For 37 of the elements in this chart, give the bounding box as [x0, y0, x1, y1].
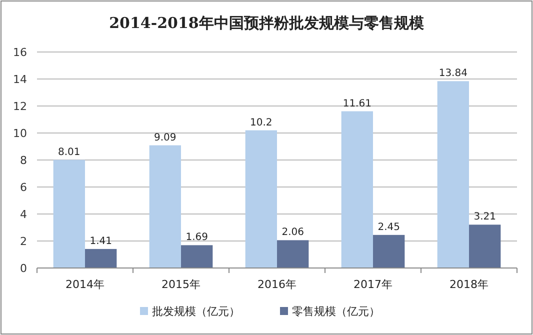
y-tick-label: 6 [20, 181, 27, 194]
data-label: 13.84 [438, 68, 468, 80]
x-tick-label: 2017年 [354, 278, 392, 291]
y-tick-label: 8 [20, 154, 27, 167]
y-tick-label: 14 [13, 73, 27, 86]
y-tick-label: 16 [13, 46, 27, 59]
data-label: 9.09 [154, 132, 176, 144]
bar [85, 248, 117, 268]
bar [341, 111, 373, 268]
bar [53, 160, 85, 268]
x-tick-label: 2018年 [450, 278, 488, 291]
data-label: 2.06 [282, 227, 304, 238]
bar [437, 81, 469, 268]
y-tick-label: 4 [20, 208, 27, 221]
bar [181, 245, 213, 268]
bar [469, 224, 501, 268]
bar [277, 240, 309, 268]
bar [149, 145, 181, 268]
chart-title: 2014-2018年中国预拌粉批发规模与零售规模 [109, 14, 425, 32]
y-tick-label: 10 [13, 127, 27, 140]
x-tick-label: 2016年 [258, 278, 296, 291]
y-tick-label: 0 [20, 262, 27, 275]
data-label: 3.21 [474, 212, 496, 223]
x-tick-label: 2015年 [162, 278, 200, 291]
data-label: 10.2 [250, 117, 272, 128]
bar [245, 130, 277, 268]
x-tick-label: 2014年 [66, 278, 104, 291]
data-label: 8.01 [58, 146, 80, 158]
legend-label: 批发规模（亿元） [152, 305, 240, 318]
data-label: 1.41 [90, 236, 112, 247]
y-tick-label: 2 [20, 235, 27, 248]
data-label: 11.61 [342, 98, 372, 110]
bar [373, 234, 405, 268]
y-tick-label: 12 [13, 100, 27, 113]
data-label: 1.69 [186, 232, 208, 244]
legend-label: 零售规模（亿元） [292, 305, 380, 318]
data-label: 2.45 [378, 222, 400, 233]
